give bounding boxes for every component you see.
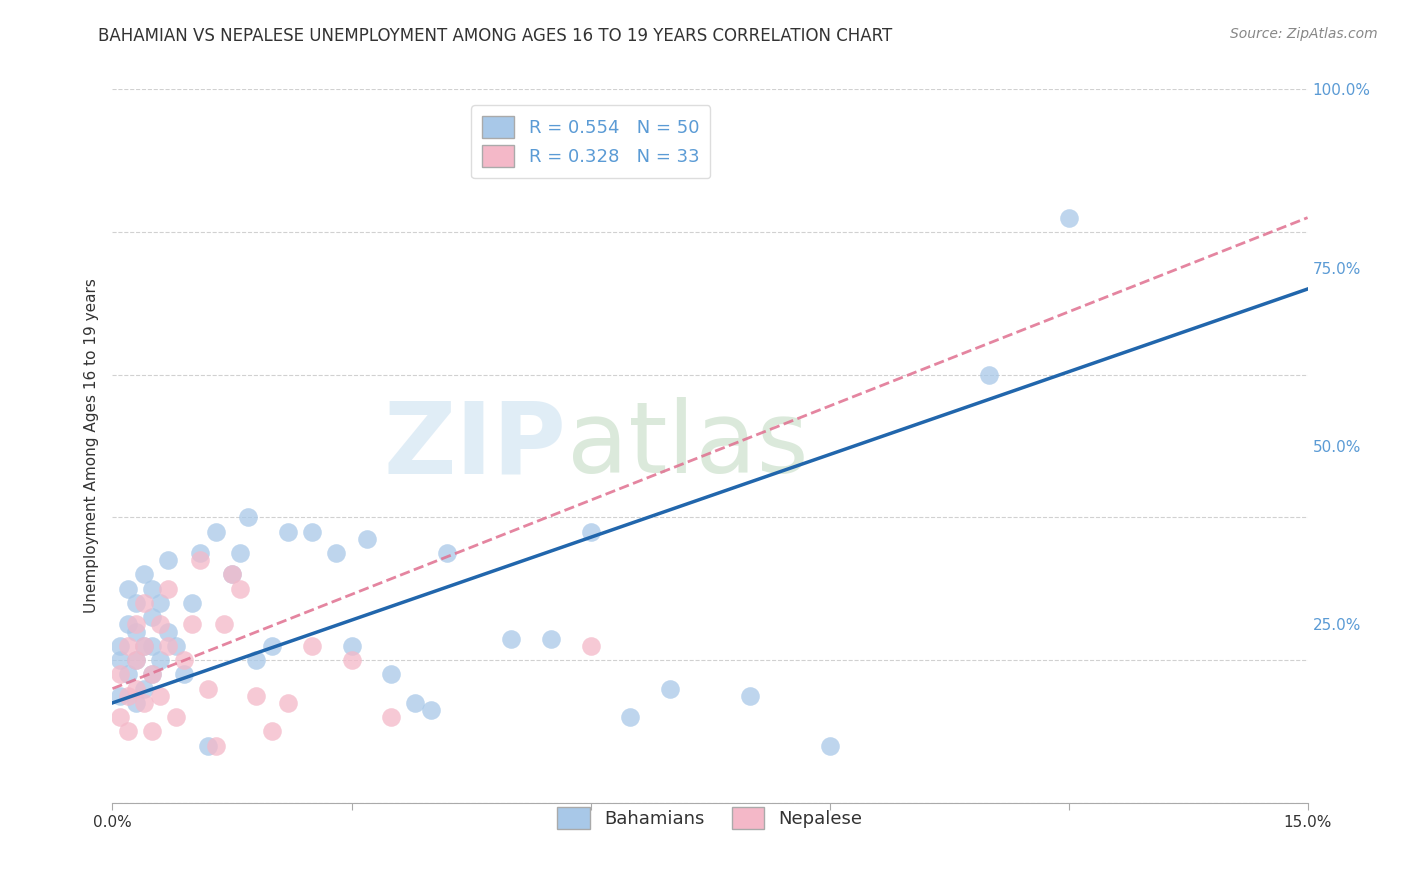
Point [205,739,228,753]
Point [117,582,139,596]
Point [977,368,1000,382]
Point [134,639,156,653]
Point [1057,211,1080,225]
Text: ZIP: ZIP [384,398,567,494]
Point [149,689,172,703]
Point [157,639,180,653]
Point [380,667,402,681]
Point [165,639,187,653]
Point [260,639,283,653]
Point [125,653,148,667]
Point [141,724,163,739]
Point [197,681,219,696]
Point [149,653,172,667]
Point [325,546,347,560]
Point [157,624,180,639]
Point [110,653,132,667]
Point [157,582,180,596]
Point [173,653,195,667]
Point [134,681,156,696]
Point [260,724,283,739]
Point [404,696,426,710]
Point [277,696,299,710]
Point [125,617,148,632]
Point [277,524,299,539]
Point [110,639,132,653]
Point [125,696,148,710]
Point [117,639,139,653]
Y-axis label: Unemployment Among Ages 16 to 19 years: Unemployment Among Ages 16 to 19 years [83,278,98,614]
Point [141,667,163,681]
Point [340,639,363,653]
Point [141,582,163,596]
Text: atlas: atlas [567,398,808,494]
Point [181,596,204,610]
Point [188,546,211,560]
Point [619,710,641,724]
Text: Source: ZipAtlas.com: Source: ZipAtlas.com [1230,27,1378,41]
Point [141,610,163,624]
Point [245,653,267,667]
Point [110,667,132,681]
Point [356,532,378,546]
Point [125,653,148,667]
Point [181,617,204,632]
Point [245,689,267,703]
Point [205,524,228,539]
Point [134,567,156,582]
Point [301,639,323,653]
Point [125,681,148,696]
Point [149,596,172,610]
Point [165,710,187,724]
Point [134,639,156,653]
Point [229,546,252,560]
Point [125,596,148,610]
Point [141,667,163,681]
Point [141,639,163,653]
Point [301,524,323,539]
Point [420,703,443,717]
Text: BAHAMIAN VS NEPALESE UNEMPLOYMENT AMONG AGES 16 TO 19 YEARS CORRELATION CHART: BAHAMIAN VS NEPALESE UNEMPLOYMENT AMONG … [98,27,893,45]
Point [197,739,219,753]
Point [117,689,139,703]
Point [117,724,139,739]
Point [499,632,522,646]
Point [221,567,243,582]
Point [110,689,132,703]
Point [236,510,259,524]
Point [212,617,235,632]
Point [221,567,243,582]
Point [579,524,602,539]
Point [818,739,841,753]
Point [125,624,148,639]
Point [436,546,458,560]
Legend: Bahamians, Nepalese: Bahamians, Nepalese [550,800,870,837]
Point [134,596,156,610]
Point [117,667,139,681]
Point [134,696,156,710]
Point [188,553,211,567]
Point [738,689,761,703]
Point [110,710,132,724]
Point [173,667,195,681]
Point [540,632,562,646]
Point [340,653,363,667]
Point [380,710,402,724]
Point [117,617,139,632]
Point [149,617,172,632]
Point [229,582,252,596]
Point [579,639,602,653]
Point [659,681,682,696]
Point [157,553,180,567]
